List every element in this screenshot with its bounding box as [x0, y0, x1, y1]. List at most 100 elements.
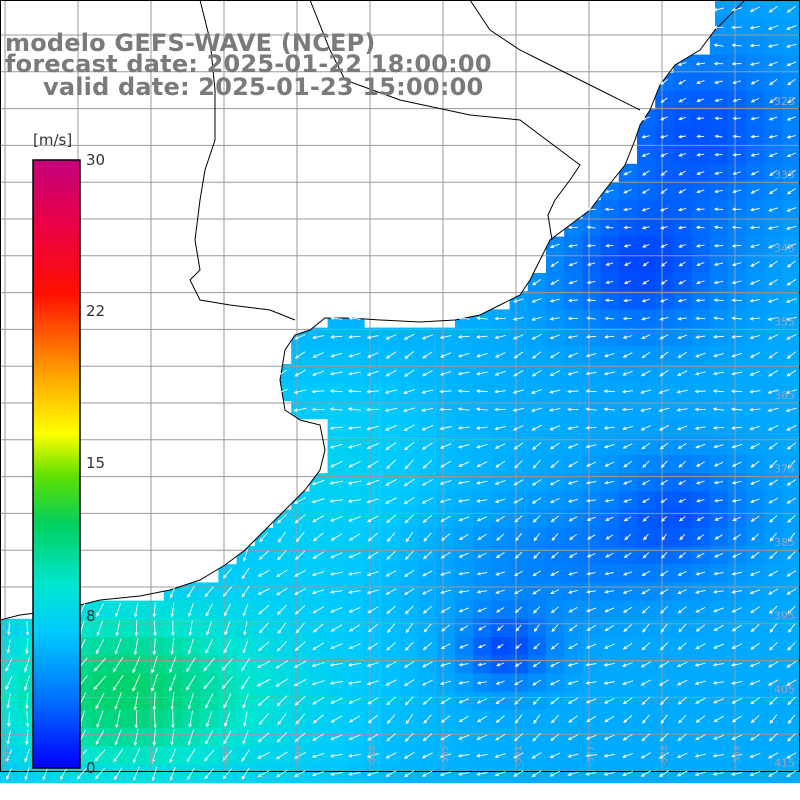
wind-arrow [786, 588, 797, 595]
wind-arrow [786, 497, 797, 504]
wind-arrow [768, 279, 778, 286]
wind-arrow [293, 497, 307, 504]
wind-arrow [642, 243, 650, 248]
wind-arrow [768, 642, 778, 651]
wind-arrow [696, 153, 705, 157]
wind-arrow [531, 424, 542, 431]
wind-arrow [750, 188, 760, 194]
wind-arrow [367, 532, 378, 542]
wind-arrow [641, 152, 650, 157]
wind-arrow [329, 426, 343, 430]
wind-arrow [695, 207, 705, 212]
wind-arrow [312, 515, 325, 523]
wind-arrow [695, 734, 706, 740]
wind-arrow [695, 624, 706, 632]
wind-arrow [768, 5, 778, 13]
wind-arrow [422, 770, 433, 777]
wind-arrow [604, 571, 614, 576]
wind-arrow [204, 768, 214, 780]
wind-arrow [787, 605, 796, 615]
wind-arrow [294, 369, 306, 377]
wind-arrow [223, 693, 232, 709]
wind-arrow [348, 624, 361, 632]
wind-arrow [188, 603, 194, 618]
wind-arrow [659, 696, 669, 706]
wind-arrow [676, 408, 688, 412]
wind-arrow [549, 389, 561, 394]
wind-arrow [514, 515, 523, 523]
wind-arrow [367, 623, 378, 633]
wind-arrow [605, 244, 614, 248]
wind-arrow [6, 767, 13, 781]
wind-arrow [495, 715, 505, 723]
wind-arrow [312, 714, 324, 724]
wind-arrow [329, 571, 343, 576]
wind-arrow [514, 460, 523, 469]
wind-arrow [384, 389, 398, 394]
wind-arrow [405, 532, 414, 543]
wind-arrow [513, 570, 523, 577]
wind-arrow [514, 606, 523, 614]
lon-label: -589 [368, 745, 378, 766]
wind-arrow [203, 657, 215, 672]
wind-arrow [749, 443, 761, 449]
wind-arrow [532, 661, 541, 668]
wind-arrow [568, 571, 578, 576]
wind-arrow [94, 767, 105, 780]
border-line [309, 0, 581, 241]
wind-arrow [767, 298, 779, 303]
wind-arrow [767, 407, 779, 412]
wind-arrow [731, 443, 743, 449]
wind-arrow [133, 691, 139, 711]
wind-arrow [113, 767, 123, 781]
wind-arrow [749, 6, 761, 12]
wind-arrow [205, 730, 214, 745]
wind-arrow [750, 170, 760, 176]
wind-arrow [348, 371, 361, 376]
wind-arrow [403, 388, 416, 395]
wind-arrow [385, 661, 397, 668]
wind-arrow [312, 551, 324, 559]
wind-arrow [586, 461, 597, 467]
wind-arrow [294, 732, 306, 742]
wind-arrow [257, 732, 270, 743]
wind-arrow [404, 550, 414, 560]
wind-arrow [477, 625, 487, 631]
wind-arrow [641, 642, 651, 651]
wind-arrow [731, 590, 743, 594]
wind-arrow [6, 693, 11, 709]
wind-arrow [113, 748, 123, 763]
wind-arrow [768, 661, 779, 668]
wind-arrow [241, 567, 250, 580]
wind-arrow [713, 607, 724, 613]
colorbar-tick-label: 8 [86, 607, 96, 625]
wind-arrow [439, 753, 452, 758]
wind-arrow [676, 661, 688, 668]
wind-arrow [421, 679, 433, 686]
wind-arrow [661, 533, 667, 541]
wind-arrow [622, 697, 633, 705]
wind-arrow [658, 407, 670, 412]
wind-arrow [731, 734, 743, 740]
wind-arrow [586, 262, 596, 266]
wind-arrow [550, 460, 560, 469]
wind-arrow [258, 713, 269, 725]
wind-arrow [678, 498, 686, 503]
wind-arrow [347, 407, 362, 411]
wind-arrow [421, 588, 433, 595]
wind-arrow [621, 771, 634, 777]
wind-arrow [695, 244, 705, 248]
wind-arrow [25, 692, 29, 710]
wind-arrow [622, 480, 633, 485]
wind-arrow [532, 679, 542, 686]
wind-arrow [622, 589, 633, 594]
wind-arrow [514, 714, 523, 724]
wind-arrow [621, 407, 634, 412]
wind-arrow [696, 80, 705, 85]
wind-arrow [550, 733, 560, 742]
wind-arrow [712, 772, 725, 776]
wind-arrow [604, 189, 614, 194]
wind-arrow [476, 352, 488, 358]
wind-arrow [458, 734, 470, 740]
lon-label: -581 [514, 746, 524, 766]
